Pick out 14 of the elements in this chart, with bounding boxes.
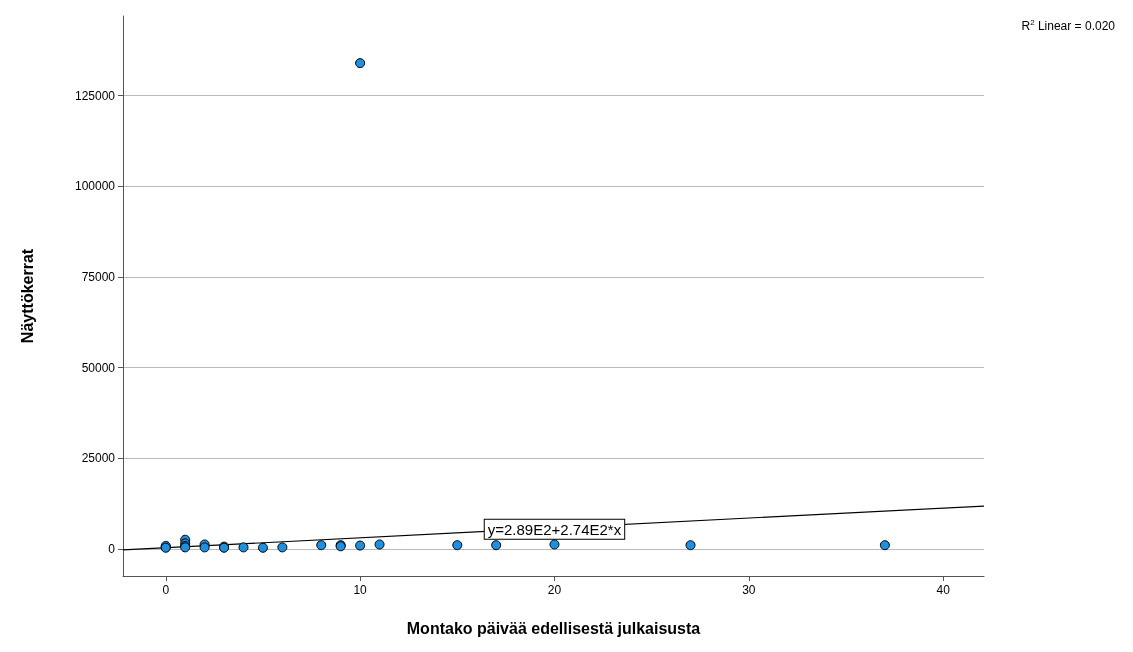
y-axis-title: Näyttökerrat [18,248,36,344]
x-tick-label: 0 [162,583,170,597]
x-tick-label: 20 [547,583,562,597]
y-tick-label: 50000 [81,360,116,375]
y-tick-label: 125000 [74,88,116,103]
y-tick-label: 100000 [74,179,116,194]
annotation: y=2.89E2+2.74E2*x [487,520,622,538]
y-tick-label: 75000 [81,269,116,284]
x-tick-label: 10 [353,583,368,597]
x-axis-title: Montako päivää edellisestä julkaisusta [406,619,701,637]
y-tick-label: 25000 [81,451,116,466]
x-tick-label: 40 [936,583,951,597]
x-tick-label: 30 [742,583,756,597]
y-tick-label: 0 [108,541,116,556]
